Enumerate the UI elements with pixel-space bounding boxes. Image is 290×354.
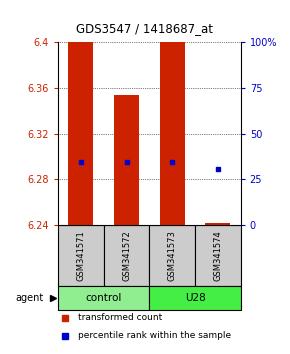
Bar [114,95,139,225]
Bar [104,225,149,286]
Bar [68,42,93,225]
Bar [149,225,195,286]
Bar [149,286,241,310]
Text: GSM341573: GSM341573 [168,230,177,281]
Bar [58,225,104,286]
Text: U28: U28 [185,293,205,303]
Bar [195,225,241,286]
Bar [160,42,185,225]
Text: transformed count: transformed count [78,313,162,322]
Text: GSM341571: GSM341571 [76,230,85,281]
Bar [58,286,149,310]
Text: GSM341572: GSM341572 [122,230,131,281]
Text: percentile rank within the sample: percentile rank within the sample [78,331,231,341]
Bar [205,223,231,225]
Text: control: control [86,293,122,303]
Text: agent: agent [15,293,44,303]
Text: GSM341574: GSM341574 [213,230,222,281]
Text: GDS3547 / 1418687_at: GDS3547 / 1418687_at [77,22,213,35]
